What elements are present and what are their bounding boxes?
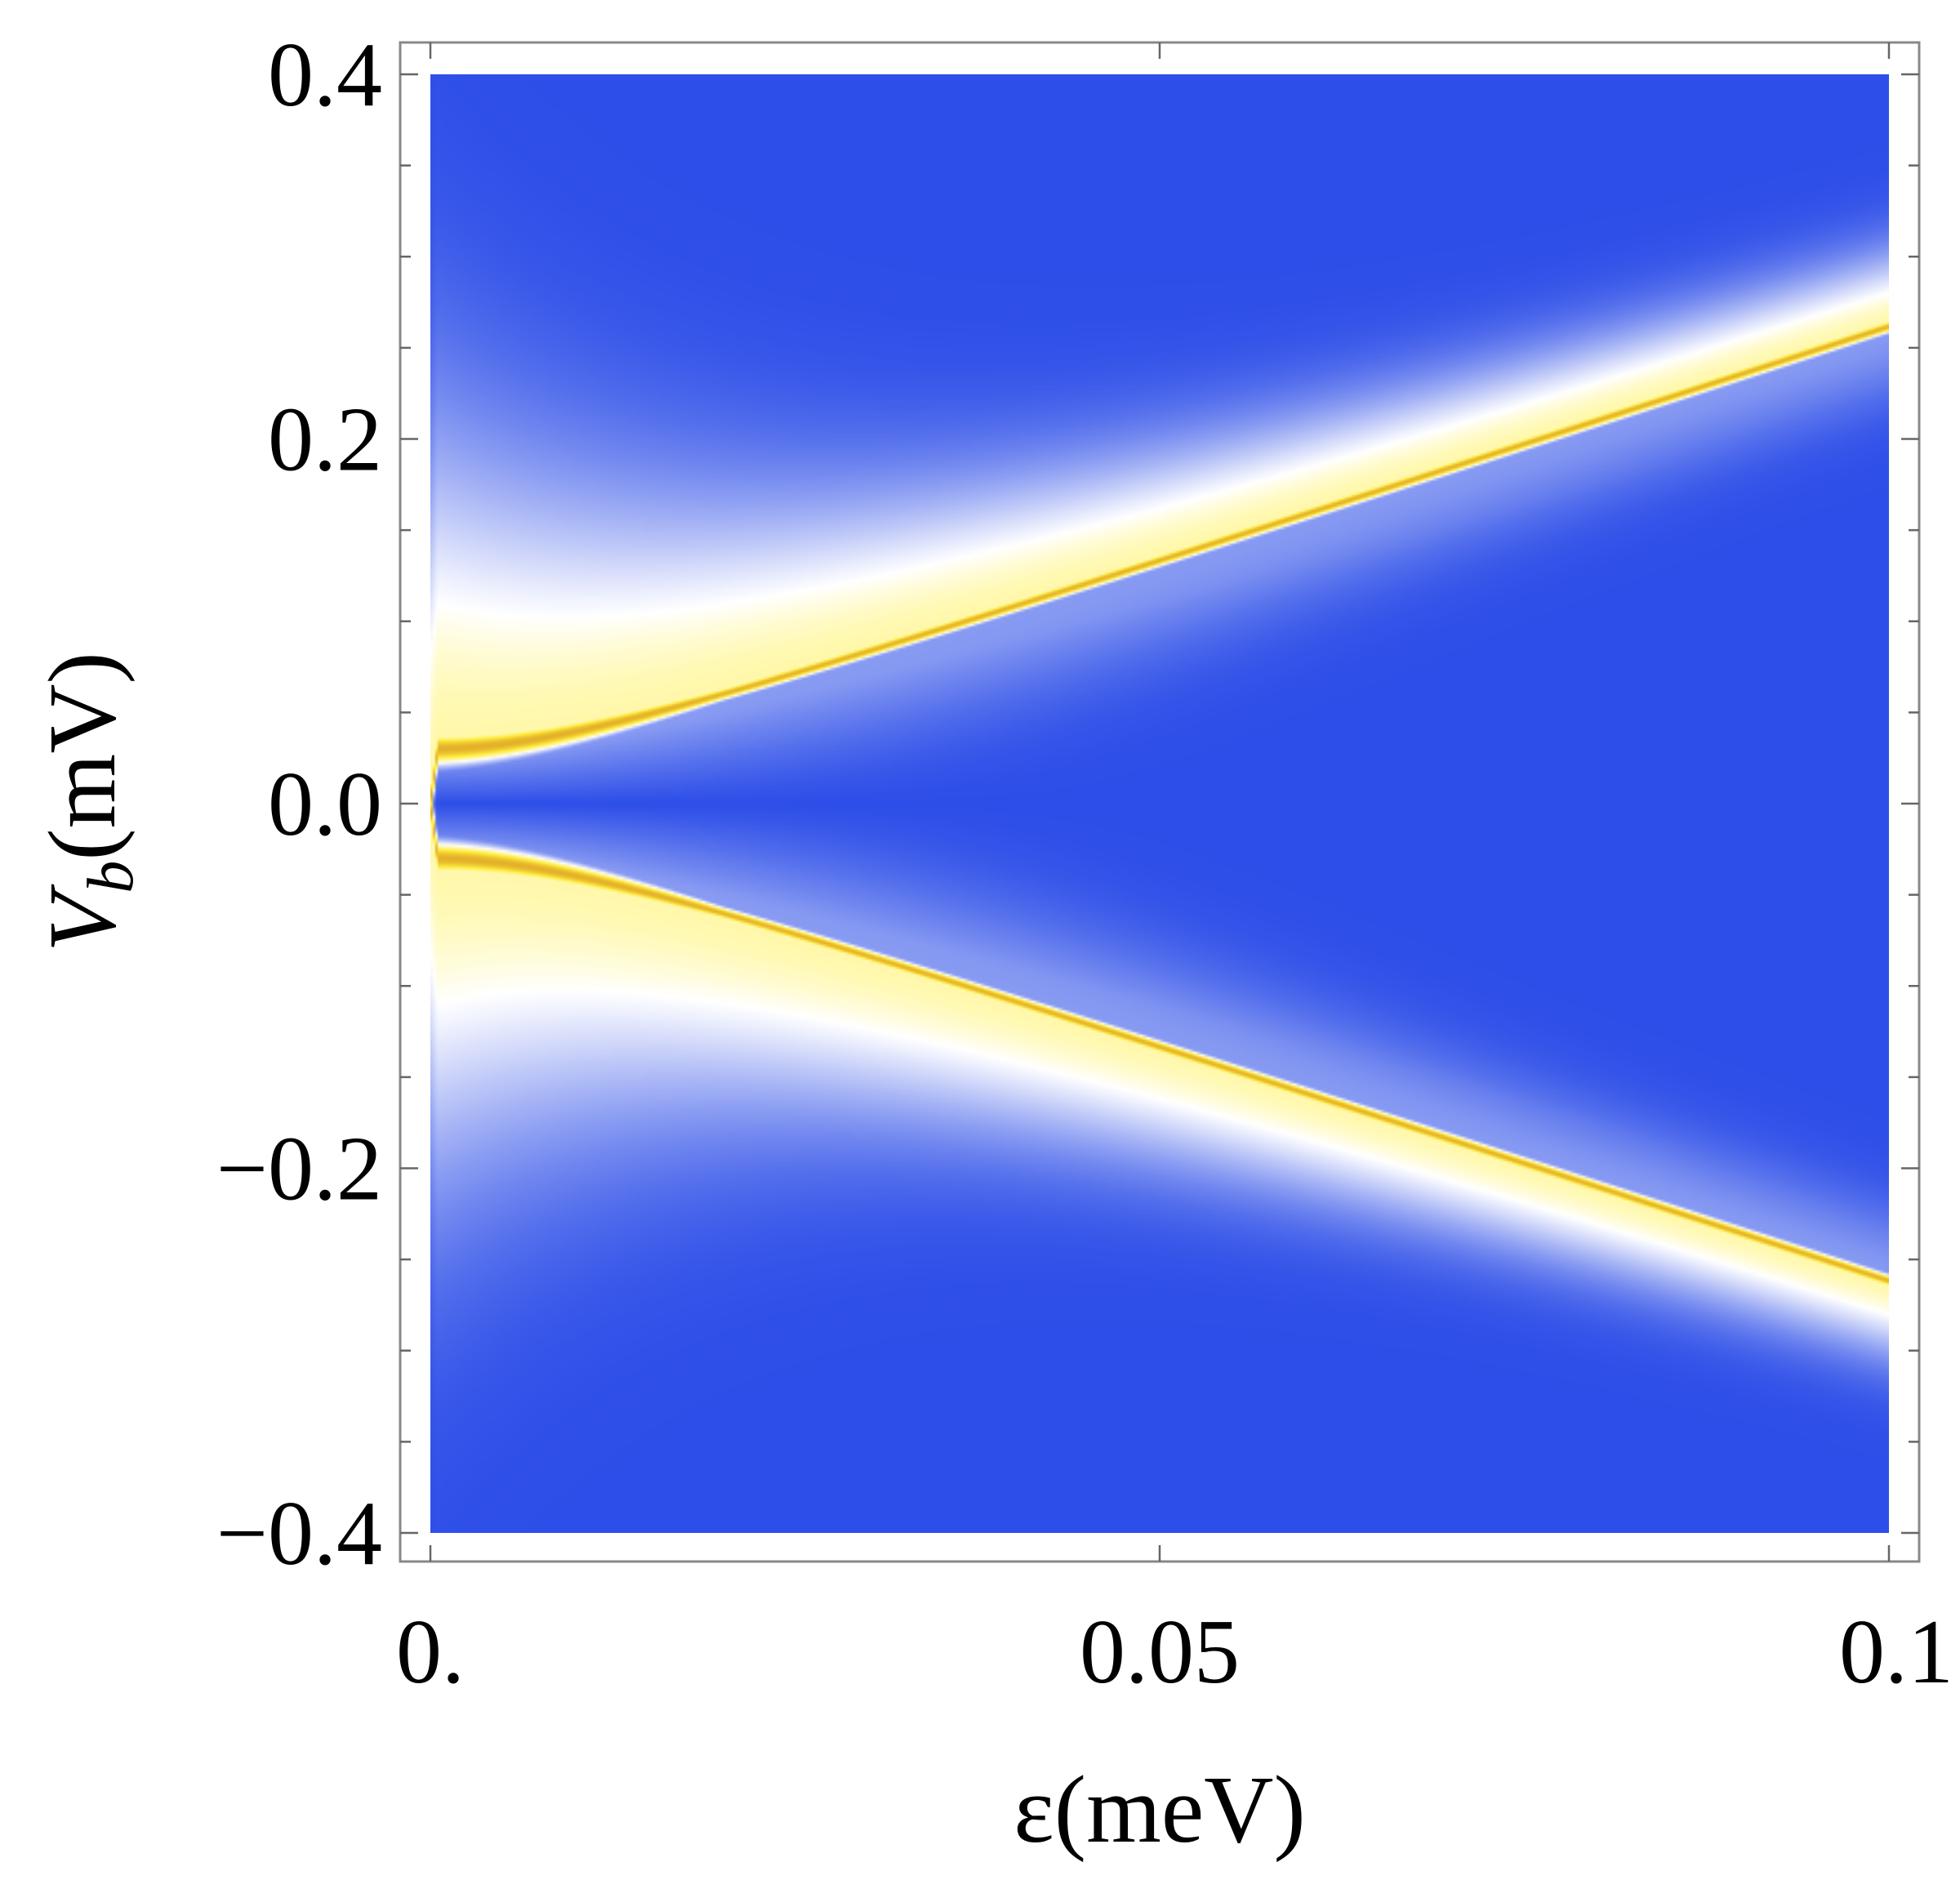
x-tick-labels: 0. 0.05 0.1	[396, 1602, 1953, 1703]
y-axis-label-symbol: V	[29, 884, 136, 952]
y-tick-label: 0.2	[268, 390, 382, 491]
x-tick-label: 0.	[396, 1602, 465, 1703]
plot-frame	[399, 41, 1921, 1563]
y-tick-label: −0.2	[216, 1119, 382, 1220]
y-tick-label: 0.0	[268, 754, 382, 855]
x-tick-label: 0.05	[1080, 1602, 1240, 1703]
heatmap-image	[430, 74, 1889, 1533]
y-tick-label: 0.4	[268, 25, 382, 126]
y-tick-label: −0.4	[216, 1483, 382, 1584]
x-axis-label: ε(meV)	[1013, 1756, 1306, 1863]
y-tick-labels: 0.4 0.2 0.0 −0.2 −0.4	[216, 25, 382, 1584]
x-tick-label: 0.1	[1839, 1602, 1953, 1703]
tick-marks	[400, 42, 1919, 1562]
y-axis-label: Vb(mV)	[29, 652, 147, 952]
y-axis-label-unit: (mV)	[29, 652, 136, 861]
y-axis-label-subscript: b	[75, 861, 147, 893]
